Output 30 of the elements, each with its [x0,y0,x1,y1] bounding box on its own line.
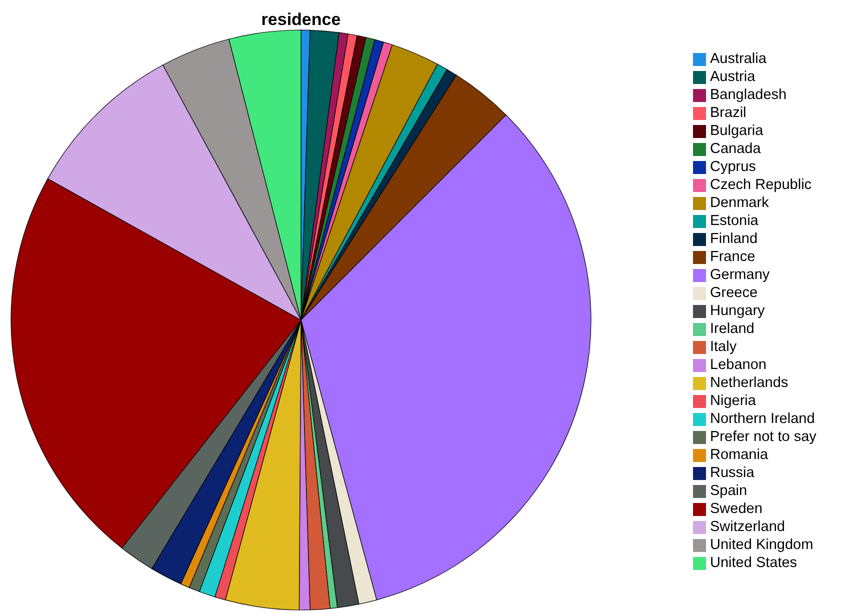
legend-label: Bulgaria [710,123,764,139]
legend-label: Switzerland [710,519,785,535]
chart-title: residence [260,10,342,30]
legend-label: Cyprus [710,159,756,175]
legend-label: Sweden [710,501,762,517]
legend-label: Italy [710,339,737,355]
legend-label: Greece [710,285,758,301]
legend-label: Canada [710,141,761,157]
legend-label: Prefer not to say [710,429,816,445]
legend-label: Germany [710,267,770,283]
legend-label: Ireland [710,321,754,337]
legend-label: Finland [710,231,758,247]
legend-label: Lebanon [710,357,766,373]
legend-label: Brazil [710,105,746,121]
legend-label: Hungary [710,303,765,319]
legend-label: Spain [710,483,748,499]
legend-label: Bangladesh [710,87,787,103]
legend-label: United Kingdom [710,537,814,553]
legend-label: Czech Republic [710,177,812,193]
legend-label: Netherlands [710,375,788,391]
legend-label: Estonia [710,213,758,229]
legend-label: Nigeria [710,393,756,409]
legend-label: Austria [710,69,756,85]
legend-label: France [710,249,756,265]
legend-label: Northern Ireland [710,411,815,427]
legend-label: Denmark [710,195,769,211]
legend-label: Australia [710,51,766,67]
legend-label: United States [710,555,798,571]
legend-label: Russia [710,465,754,481]
legend-label: Romania [710,447,768,463]
